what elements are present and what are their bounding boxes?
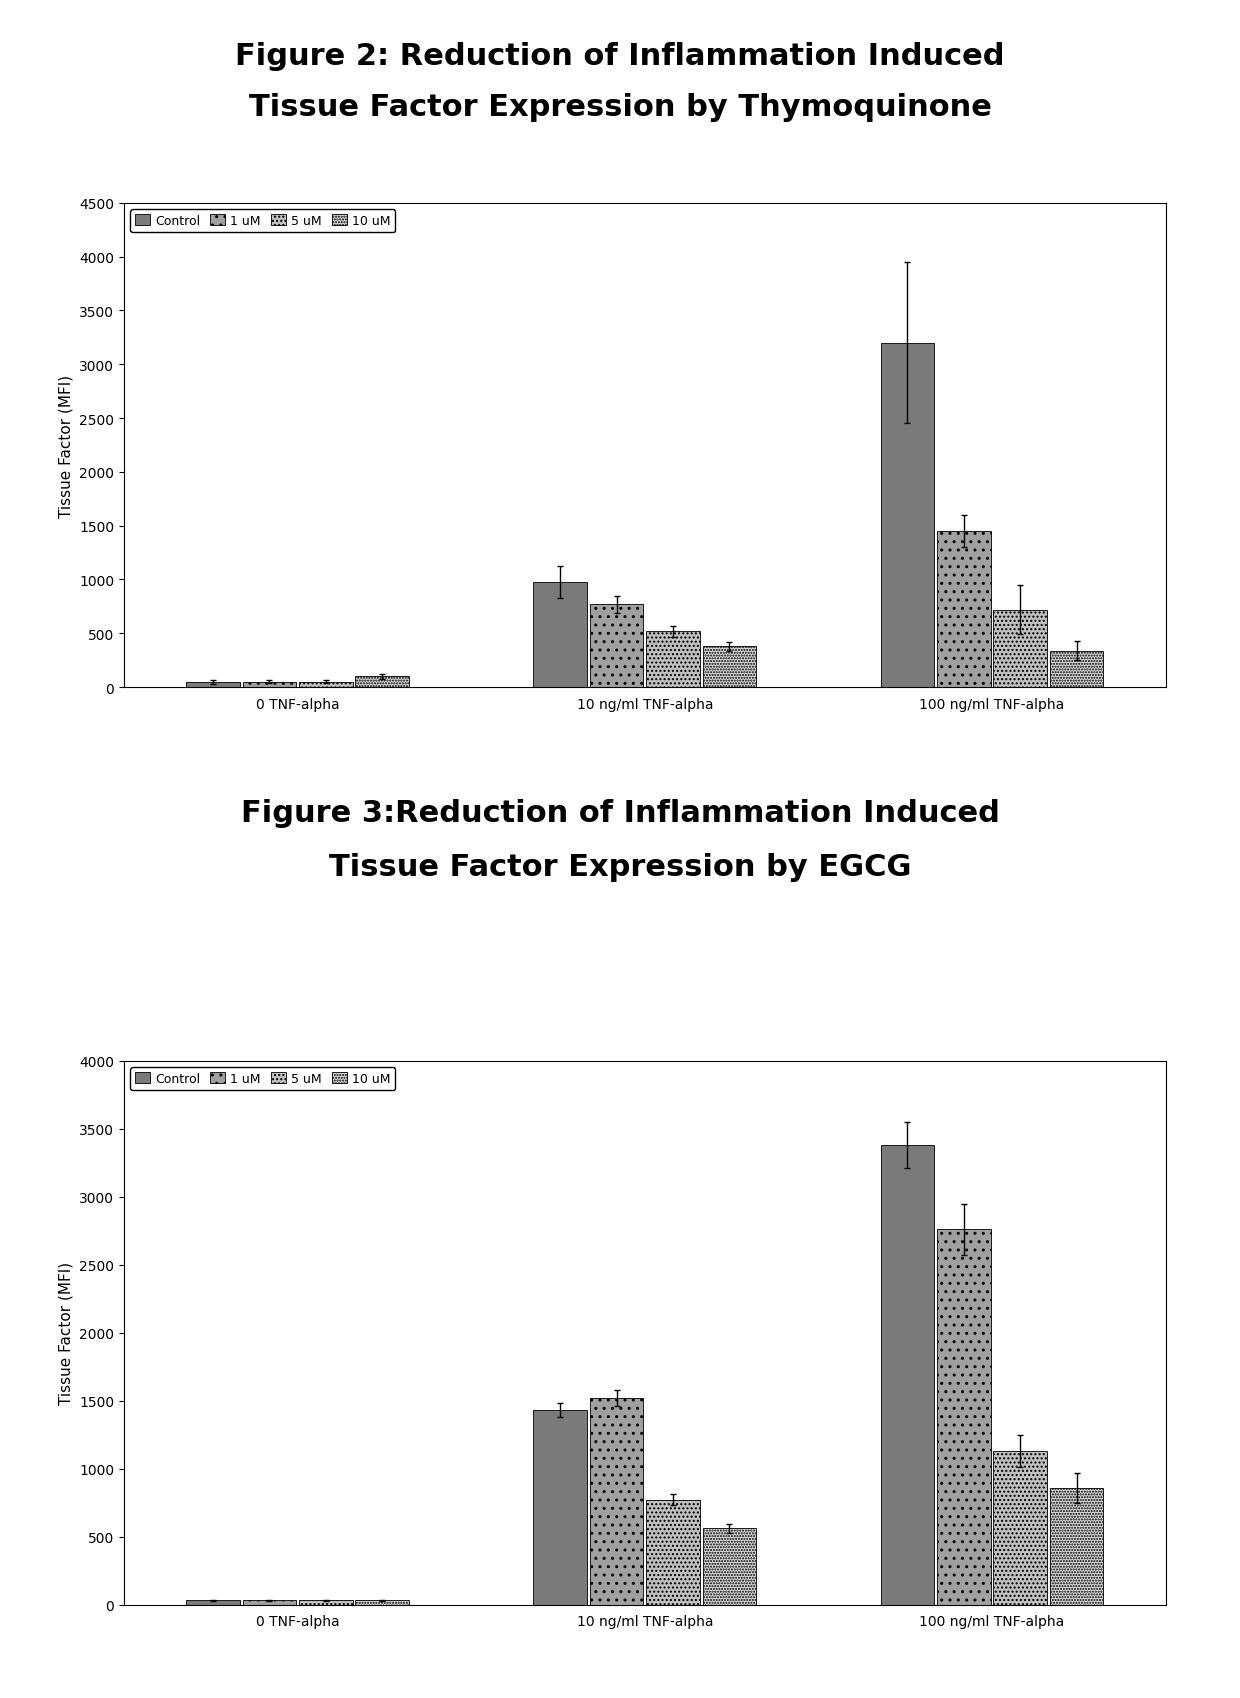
- Bar: [937, 1229, 991, 1605]
- Bar: [646, 632, 699, 688]
- Bar: [299, 683, 352, 688]
- Bar: [937, 531, 991, 688]
- Bar: [880, 1146, 934, 1605]
- Y-axis label: Tissue Factor (MFI): Tissue Factor (MFI): [58, 1262, 73, 1404]
- Text: Figure 3:Reduction of Inflammation Induced: Figure 3:Reduction of Inflammation Induc…: [241, 798, 999, 827]
- Text: Tissue Factor Expression by Thymoquinone: Tissue Factor Expression by Thymoquinone: [248, 93, 992, 122]
- Text: Tissue Factor Expression by EGCG: Tissue Factor Expression by EGCG: [329, 852, 911, 881]
- Bar: [533, 1411, 587, 1605]
- Bar: [993, 1452, 1047, 1605]
- Bar: [356, 1601, 409, 1605]
- Bar: [243, 1601, 296, 1605]
- Bar: [590, 1397, 644, 1605]
- Bar: [1050, 1487, 1104, 1605]
- Bar: [1050, 650, 1104, 688]
- Bar: [703, 647, 756, 688]
- Bar: [646, 1499, 699, 1605]
- Bar: [356, 678, 409, 688]
- Bar: [243, 683, 296, 688]
- Bar: [299, 1601, 352, 1605]
- Bar: [186, 683, 239, 688]
- Bar: [993, 610, 1047, 688]
- Legend: Control, 1 uM, 5 uM, 10 uM: Control, 1 uM, 5 uM, 10 uM: [130, 1068, 396, 1090]
- Y-axis label: Tissue Factor (MFI): Tissue Factor (MFI): [58, 374, 73, 518]
- Bar: [590, 604, 644, 688]
- Bar: [880, 343, 934, 688]
- Text: Figure 2: Reduction of Inflammation Induced: Figure 2: Reduction of Inflammation Indu…: [236, 42, 1004, 71]
- Legend: Control, 1 uM, 5 uM, 10 uM: Control, 1 uM, 5 uM, 10 uM: [130, 211, 396, 233]
- Bar: [703, 1528, 756, 1605]
- Bar: [186, 1601, 239, 1605]
- Bar: [533, 582, 587, 688]
